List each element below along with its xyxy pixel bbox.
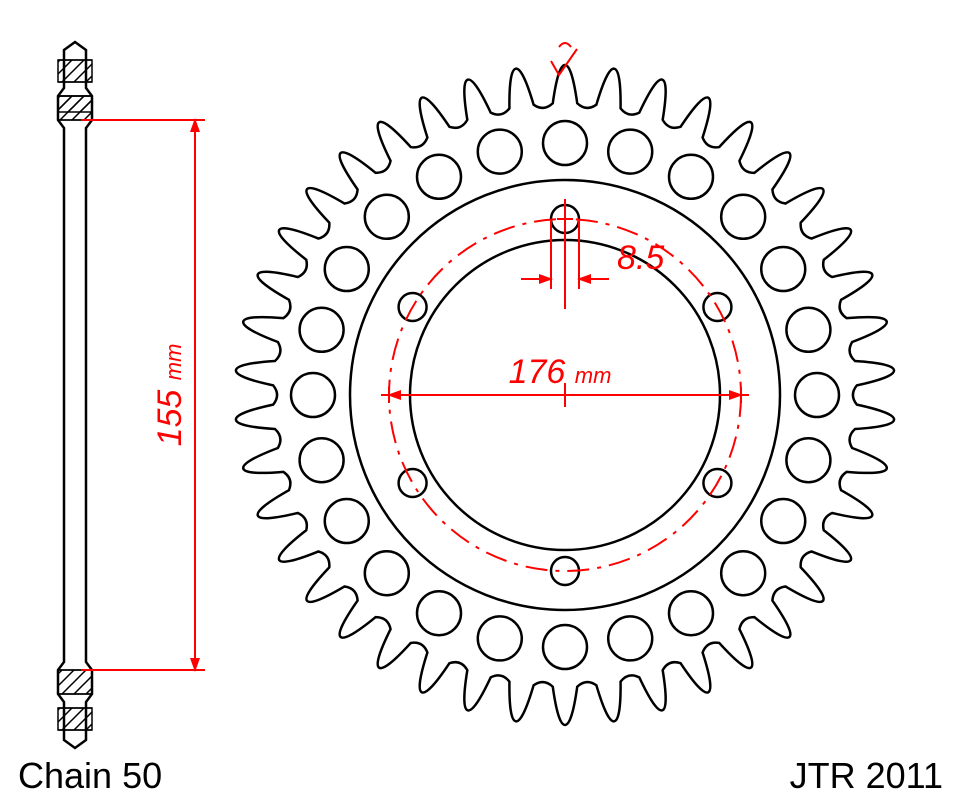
- dim-155-value: 155: [151, 390, 189, 447]
- dim-176-value: 176: [509, 353, 566, 391]
- dim-155-unit: mm: [161, 344, 186, 381]
- side-profile: [58, 42, 92, 748]
- dim-176-unit: mm: [575, 363, 612, 388]
- svg-text:155 mm: 155 mm: [151, 344, 189, 447]
- chain-label: Chain 50: [18, 755, 162, 796]
- dim-8p5: 8.5: [617, 239, 664, 277]
- part-number: JTR 2011: [790, 755, 943, 796]
- technical-drawing: 176 mm 8.5 155 mm Chain 50 JTR 2011: [0, 0, 961, 800]
